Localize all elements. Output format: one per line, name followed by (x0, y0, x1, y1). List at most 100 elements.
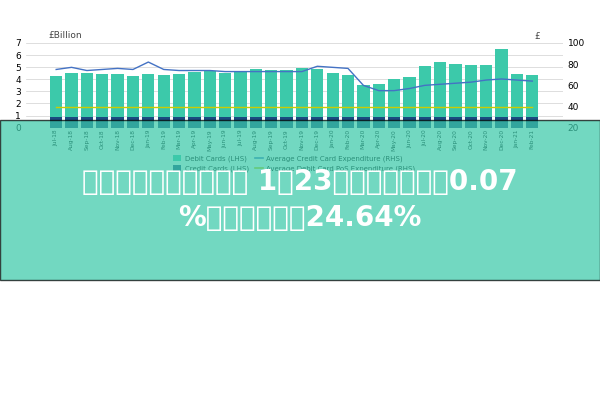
Bar (173, 117, 185, 128)
Average Credit Card Expenditure (RHS) (375, 88, 382, 93)
Average Debit Card PoS Expenditure (RHS) (114, 104, 121, 109)
Average Debit Card PoS Expenditure (RHS) (206, 104, 214, 109)
Average Credit Card Expenditure (RHS) (529, 79, 536, 84)
Bar (142, 74, 154, 128)
Text: £Billion: £Billion (49, 31, 82, 40)
Average Credit Card Expenditure (RHS) (498, 76, 505, 81)
Average Debit Card PoS Expenditure (RHS) (237, 104, 244, 109)
Bar (342, 75, 354, 128)
Average Debit Card PoS Expenditure (RHS) (145, 104, 152, 109)
Bar (403, 77, 416, 128)
Average Credit Card Expenditure (RHS) (130, 67, 137, 72)
Bar (188, 117, 200, 128)
Bar (235, 71, 247, 128)
Average Debit Card PoS Expenditure (RHS) (283, 104, 290, 109)
Bar (50, 76, 62, 128)
Average Debit Card PoS Expenditure (RHS) (529, 104, 536, 109)
Average Debit Card PoS Expenditure (RHS) (130, 104, 137, 109)
Average Debit Card PoS Expenditure (RHS) (406, 104, 413, 109)
Bar (526, 75, 538, 128)
Bar (127, 76, 139, 128)
Average Debit Card PoS Expenditure (RHS) (437, 104, 444, 109)
Bar (342, 117, 354, 128)
Average Credit Card Expenditure (RHS) (421, 83, 428, 88)
Average Debit Card PoS Expenditure (RHS) (98, 104, 106, 109)
Bar (326, 73, 339, 128)
Bar (219, 117, 231, 128)
Average Debit Card PoS Expenditure (RHS) (482, 104, 490, 109)
Bar (235, 117, 247, 128)
Average Debit Card PoS Expenditure (RHS) (498, 104, 505, 109)
Average Debit Card PoS Expenditure (RHS) (53, 104, 60, 109)
Bar (311, 117, 323, 128)
Average Debit Card PoS Expenditure (RHS) (344, 104, 352, 109)
Bar (142, 117, 154, 128)
Average Credit Card Expenditure (RHS) (268, 69, 275, 74)
Average Debit Card PoS Expenditure (RHS) (252, 104, 259, 109)
Bar (188, 72, 200, 128)
Average Credit Card Expenditure (RHS) (452, 81, 459, 86)
Average Credit Card Expenditure (RHS) (329, 65, 336, 70)
Average Debit Card PoS Expenditure (RHS) (360, 104, 367, 109)
Average Debit Card PoS Expenditure (RHS) (268, 104, 275, 109)
Bar (203, 71, 216, 128)
Bar (96, 74, 109, 128)
Average Credit Card Expenditure (RHS) (160, 67, 167, 72)
Bar (357, 85, 370, 128)
Bar (50, 117, 62, 128)
Bar (419, 117, 431, 128)
Bar (388, 117, 400, 128)
Bar (465, 117, 477, 128)
Average Debit Card PoS Expenditure (RHS) (467, 104, 475, 109)
Average Credit Card Expenditure (RHS) (53, 67, 60, 72)
Average Credit Card Expenditure (RHS) (514, 78, 521, 82)
Average Credit Card Expenditure (RHS) (98, 67, 106, 72)
Bar (112, 74, 124, 128)
Average Debit Card PoS Expenditure (RHS) (421, 104, 428, 109)
Average Credit Card Expenditure (RHS) (314, 64, 321, 69)
Bar (81, 73, 93, 128)
Average Credit Card Expenditure (RHS) (360, 83, 367, 88)
Bar (250, 69, 262, 128)
Bar (388, 79, 400, 128)
Bar (173, 74, 185, 128)
Bar (296, 117, 308, 128)
Average Debit Card PoS Expenditure (RHS) (329, 104, 336, 109)
Bar (434, 117, 446, 128)
Average Credit Card Expenditure (RHS) (114, 66, 121, 71)
Average Debit Card PoS Expenditure (RHS) (160, 104, 167, 109)
Average Credit Card Expenditure (RHS) (175, 68, 182, 73)
Bar (280, 70, 293, 128)
Average Debit Card PoS Expenditure (RHS) (314, 104, 321, 109)
Average Credit Card Expenditure (RHS) (68, 65, 75, 70)
Legend: Debit Cards (LHS), Credit Cards (LHS), Average Credit Card Expenditure (RHS), Av: Debit Cards (LHS), Credit Cards (LHS), A… (170, 152, 418, 175)
Average Credit Card Expenditure (RHS) (344, 66, 352, 71)
Bar (296, 68, 308, 128)
Average Debit Card PoS Expenditure (RHS) (452, 104, 459, 109)
Bar (403, 117, 416, 128)
Bar (127, 117, 139, 128)
Bar (280, 117, 293, 128)
Bar (311, 69, 323, 128)
Bar (373, 117, 385, 128)
Average Debit Card PoS Expenditure (RHS) (391, 104, 398, 109)
Average Debit Card PoS Expenditure (RHS) (298, 104, 305, 109)
Text: £: £ (534, 32, 540, 41)
Bar (357, 117, 370, 128)
Bar (250, 117, 262, 128)
Average Debit Card PoS Expenditure (RHS) (68, 104, 75, 109)
Bar (65, 73, 77, 128)
Average Credit Card Expenditure (RHS) (406, 86, 413, 91)
Bar (219, 73, 231, 128)
Bar (434, 62, 446, 128)
Bar (496, 49, 508, 128)
Average Credit Card Expenditure (RHS) (391, 88, 398, 93)
Average Credit Card Expenditure (RHS) (298, 69, 305, 74)
Average Credit Card Expenditure (RHS) (83, 68, 91, 73)
Average Credit Card Expenditure (RHS) (467, 80, 475, 84)
Text: 股票怎么可以杠杆交易 1月23日南航转债下跌0.07
%，转股溢价率24.64%: 股票怎么可以杠杆交易 1月23日南航转债下跌0.07 %，转股溢价率24.64% (82, 168, 518, 232)
Average Credit Card Expenditure (RHS) (237, 69, 244, 74)
Average Debit Card PoS Expenditure (RHS) (514, 104, 521, 109)
Bar (65, 117, 77, 128)
Average Credit Card Expenditure (RHS) (191, 68, 198, 73)
